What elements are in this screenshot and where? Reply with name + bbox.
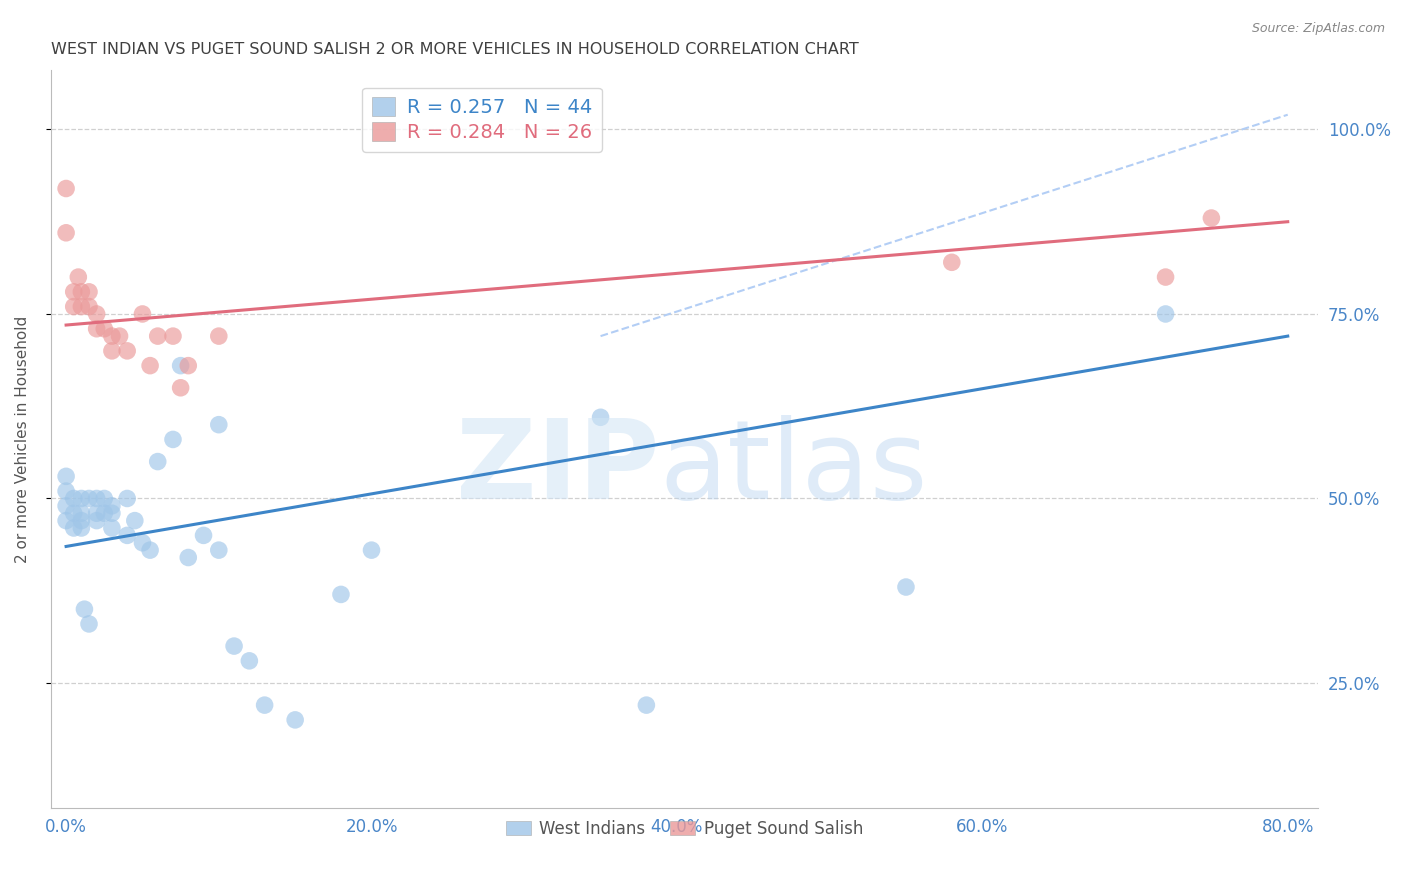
Point bbox=[70, 514, 93, 528]
Point bbox=[284, 713, 307, 727]
Point bbox=[62, 506, 84, 520]
Point bbox=[146, 454, 169, 468]
Point bbox=[253, 698, 276, 712]
Point bbox=[101, 521, 124, 535]
Point bbox=[86, 506, 108, 520]
Point bbox=[86, 322, 108, 336]
Point bbox=[101, 506, 124, 520]
Point bbox=[131, 307, 153, 321]
Point bbox=[177, 550, 200, 565]
Point bbox=[55, 484, 77, 499]
Point bbox=[941, 255, 963, 269]
Point bbox=[93, 322, 115, 336]
Point bbox=[55, 514, 77, 528]
Point bbox=[55, 226, 77, 240]
Point bbox=[101, 343, 124, 358]
Text: atlas: atlas bbox=[659, 416, 928, 523]
Point bbox=[70, 491, 93, 506]
Point bbox=[70, 521, 93, 535]
Point bbox=[360, 543, 382, 558]
Point bbox=[1154, 270, 1177, 285]
Point bbox=[62, 300, 84, 314]
Point bbox=[93, 491, 115, 506]
Point bbox=[101, 499, 124, 513]
Point bbox=[162, 433, 184, 447]
Point bbox=[208, 329, 231, 343]
Point bbox=[636, 698, 658, 712]
Point bbox=[86, 307, 108, 321]
Point bbox=[115, 491, 138, 506]
Point bbox=[73, 602, 96, 616]
Point bbox=[86, 491, 108, 506]
Point bbox=[115, 343, 138, 358]
Point bbox=[70, 300, 93, 314]
Point bbox=[77, 285, 100, 299]
Point bbox=[77, 300, 100, 314]
Point bbox=[177, 359, 200, 373]
Text: Source: ZipAtlas.com: Source: ZipAtlas.com bbox=[1251, 22, 1385, 36]
Point bbox=[131, 535, 153, 549]
Point bbox=[146, 329, 169, 343]
Point bbox=[101, 329, 124, 343]
Point bbox=[169, 381, 191, 395]
Point bbox=[77, 491, 100, 506]
Point bbox=[139, 359, 162, 373]
Point bbox=[1154, 307, 1177, 321]
Point bbox=[55, 469, 77, 483]
Point bbox=[62, 285, 84, 299]
Point bbox=[162, 329, 184, 343]
Point bbox=[55, 499, 77, 513]
Legend: West Indians, Puget Sound Salish: West Indians, Puget Sound Salish bbox=[499, 813, 870, 845]
Text: WEST INDIAN VS PUGET SOUND SALISH 2 OR MORE VEHICLES IN HOUSEHOLD CORRELATION CH: WEST INDIAN VS PUGET SOUND SALISH 2 OR M… bbox=[51, 42, 859, 57]
Point bbox=[124, 514, 146, 528]
Point bbox=[86, 514, 108, 528]
Point bbox=[62, 521, 84, 535]
Text: ZIP: ZIP bbox=[456, 416, 659, 523]
Point bbox=[67, 270, 90, 285]
Point bbox=[330, 587, 353, 601]
Point bbox=[894, 580, 917, 594]
Point bbox=[70, 285, 93, 299]
Point bbox=[55, 181, 77, 195]
Point bbox=[169, 359, 191, 373]
Point bbox=[70, 506, 93, 520]
Point bbox=[1201, 211, 1223, 225]
Point bbox=[208, 417, 231, 432]
Point bbox=[589, 410, 612, 425]
Point bbox=[108, 329, 131, 343]
Point bbox=[77, 616, 100, 631]
Point bbox=[238, 654, 260, 668]
Point bbox=[222, 639, 245, 653]
Point bbox=[193, 528, 215, 542]
Point bbox=[139, 543, 162, 558]
Point bbox=[115, 528, 138, 542]
Point bbox=[208, 543, 231, 558]
Point bbox=[62, 491, 84, 506]
Y-axis label: 2 or more Vehicles in Household: 2 or more Vehicles in Household bbox=[15, 316, 30, 563]
Point bbox=[93, 506, 115, 520]
